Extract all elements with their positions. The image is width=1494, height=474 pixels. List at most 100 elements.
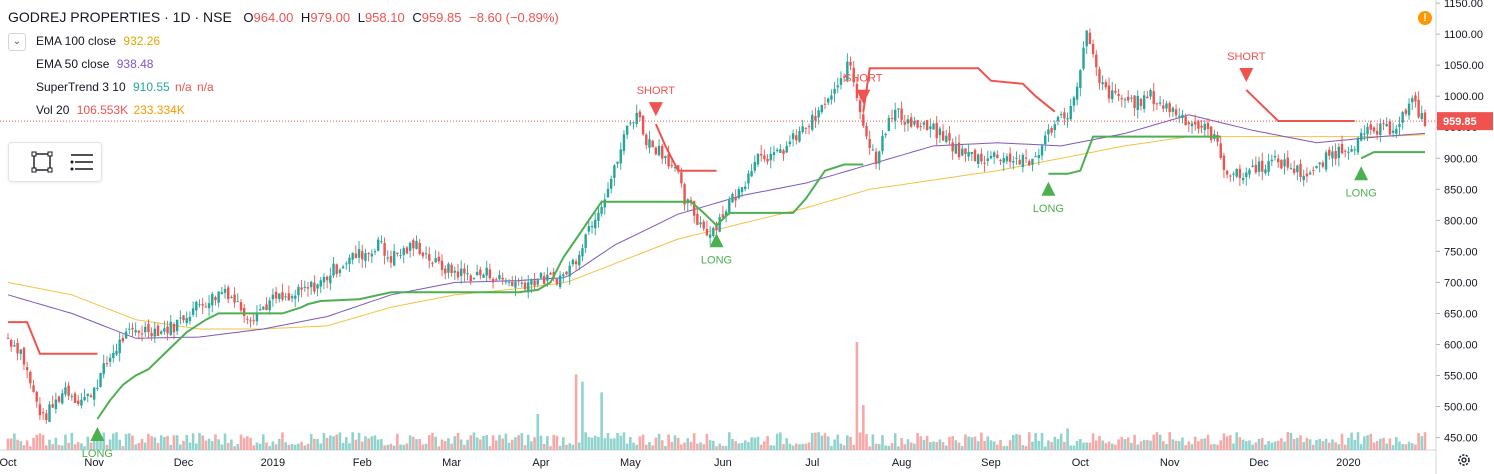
x-tick-label: Jun [714, 457, 732, 469]
gear-icon[interactable] [1456, 452, 1472, 468]
volume-bar [1414, 444, 1417, 450]
volume-bar [782, 444, 785, 450]
short-signal-label: SHORT [1227, 51, 1266, 63]
volume-bar [1292, 439, 1296, 450]
volume-bar [373, 435, 377, 450]
candle-body [648, 139, 651, 148]
candle-body [625, 125, 629, 135]
indicator-volume[interactable]: Vol 20 106.553K 233.334K [36, 103, 185, 117]
candle-body [1388, 121, 1392, 135]
chevron-down-icon[interactable]: ⌄ [8, 33, 26, 51]
volume-bar [715, 446, 718, 450]
candle-body [1219, 143, 1222, 158]
volume-bar [673, 435, 677, 450]
volume-bar [1203, 438, 1207, 450]
volume-bar [217, 439, 220, 450]
candle-body [211, 293, 214, 306]
x-tick-label: Oct [1072, 457, 1089, 469]
candle-body [67, 385, 70, 396]
candle-body [1190, 123, 1194, 127]
volume-bar [1200, 438, 1203, 450]
volume-bar [325, 437, 329, 450]
candle-body [661, 145, 664, 159]
volume-bar [897, 446, 900, 450]
candle-body [144, 326, 147, 333]
candle-body [801, 126, 804, 133]
candle-body [99, 373, 102, 387]
short-signal-arrow [856, 89, 871, 104]
rectangle-select-icon[interactable] [27, 147, 57, 177]
volume-bar [255, 442, 259, 450]
candle-body [386, 257, 389, 259]
y-tick-label: 1050.00 [1444, 60, 1484, 72]
volume-bar [1165, 444, 1168, 450]
volume-bar [1213, 444, 1216, 450]
candle-body [546, 274, 549, 281]
indicator-ema50[interactable]: EMA 50 close 938.48 [36, 57, 154, 71]
drawing-toolbar [8, 142, 102, 182]
candle-body [1401, 112, 1404, 123]
candle-body [1417, 99, 1420, 118]
candle-body [970, 151, 974, 155]
candle-body [1104, 82, 1108, 88]
candle-body [973, 150, 977, 161]
volume-bar [660, 440, 664, 450]
indicator-ema100[interactable]: EMA 100 close 932.26 [36, 34, 161, 48]
candle-body [897, 108, 900, 110]
volume-bar [1024, 446, 1028, 450]
volume-bar [86, 436, 90, 450]
volume-bar [427, 435, 431, 450]
volume-bar [702, 444, 706, 450]
volume-bar [629, 437, 632, 450]
volume-bar [169, 444, 173, 450]
candle-body [964, 148, 967, 155]
x-tick-label: Oct [0, 457, 17, 469]
candle-body [957, 142, 961, 158]
volume-bar [19, 441, 23, 450]
indicator-supertrend[interactable]: SuperTrend 3 10 910.55 n/a n/a [36, 80, 214, 94]
list-menu-icon[interactable] [67, 147, 97, 177]
volume-bar [134, 444, 137, 450]
volume-bar [64, 434, 67, 450]
volume-bar [1018, 434, 1021, 450]
candle-body [48, 404, 51, 422]
volume-bar [121, 446, 125, 450]
candle-body [903, 122, 906, 125]
volume-bar [568, 443, 571, 450]
volume-bar [147, 433, 150, 450]
candle-body [475, 271, 479, 276]
candle-body [1136, 95, 1139, 111]
candle-body [1315, 165, 1318, 169]
volume-bar [9, 438, 13, 450]
volume-bar [849, 436, 852, 450]
candle-body [491, 279, 495, 283]
symbol-title[interactable]: GODREJ PROPERTIES · 1D · NSE [8, 9, 232, 25]
volume-bar [389, 443, 393, 450]
candle-body [1225, 170, 1229, 175]
volume-bar [1190, 444, 1194, 450]
volume-bar [1315, 440, 1318, 450]
candle-body [961, 148, 964, 156]
volume-bar [625, 443, 629, 450]
candle-body [520, 282, 524, 284]
candle-body [530, 279, 533, 285]
volume-bar [459, 439, 463, 450]
candle-body [820, 105, 824, 113]
warning-icon[interactable]: ! [1418, 11, 1432, 25]
candle-body [201, 304, 204, 306]
volume-bar [1082, 442, 1085, 450]
volume-bar [667, 434, 670, 450]
volume-bar [593, 435, 597, 450]
volume-bar [239, 434, 243, 450]
volume-bar [1388, 438, 1392, 450]
candle-body [571, 259, 575, 265]
candle-body [112, 352, 115, 359]
volume-bar [759, 444, 763, 450]
x-tick-label: Apr [532, 457, 549, 469]
volume-bar [916, 432, 919, 450]
volume-bar [223, 433, 227, 450]
volume-bar [1139, 441, 1143, 450]
volume-bar [150, 436, 153, 450]
candle-body [137, 330, 141, 333]
